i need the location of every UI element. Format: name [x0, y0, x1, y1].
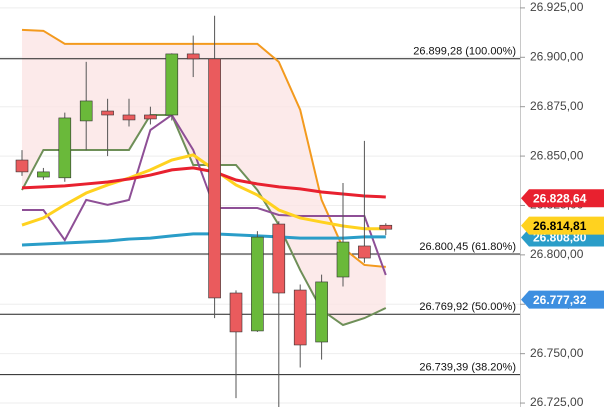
candle-body	[229, 292, 243, 333]
level-label: 26.769,92 (50.00%)	[419, 301, 516, 313]
candle-body	[144, 114, 157, 120]
candle-body	[37, 171, 50, 178]
price-tag-label: 26.828,64	[533, 191, 587, 205]
price-tag	[521, 290, 604, 309]
y-tick-label: 26.750,00	[530, 346, 584, 360]
indicator-line	[22, 113, 387, 276]
candle-body	[251, 236, 264, 332]
candle-body	[272, 223, 286, 294]
y-tick-label: 26.875,00	[530, 99, 584, 113]
y-tick-label: 26.925,00	[530, 0, 584, 14]
candle-body	[336, 241, 350, 278]
indicator-line	[21, 153, 386, 231]
candle-body	[15, 159, 29, 173]
price-tag	[521, 216, 604, 235]
level-label: 26.739,39 (38.20%)	[419, 362, 516, 374]
channel-area	[22, 29, 386, 326]
candle-body	[122, 114, 136, 121]
candle-body	[358, 245, 371, 259]
indicator-line	[21, 28, 386, 268]
candle-body	[79, 100, 93, 122]
candle-body	[186, 53, 200, 60]
y-tick-label: 26.800,00	[530, 247, 584, 261]
price-tag	[521, 189, 604, 208]
y-tick-label: 26.725,00	[530, 395, 584, 407]
indicator-line	[21, 166, 386, 199]
level-label: 26.800,45 (61.80%)	[419, 241, 516, 253]
candle-body	[315, 281, 328, 343]
candle-body	[58, 117, 72, 179]
y-tick-label: 26.850,00	[530, 148, 584, 162]
y-tick-label: 26.900,00	[530, 49, 584, 63]
indicator-line	[21, 232, 386, 247]
candle-body	[293, 289, 307, 346]
candle-body	[101, 110, 114, 116]
level-label: 26.899,28 (100.00%)	[413, 46, 516, 58]
candle-body	[165, 53, 179, 116]
candle-body	[208, 58, 221, 299]
price-tag-label: 26.777,32	[533, 293, 587, 307]
price-tag-label: 26.814,81	[533, 219, 587, 233]
candle-body	[379, 224, 393, 230]
